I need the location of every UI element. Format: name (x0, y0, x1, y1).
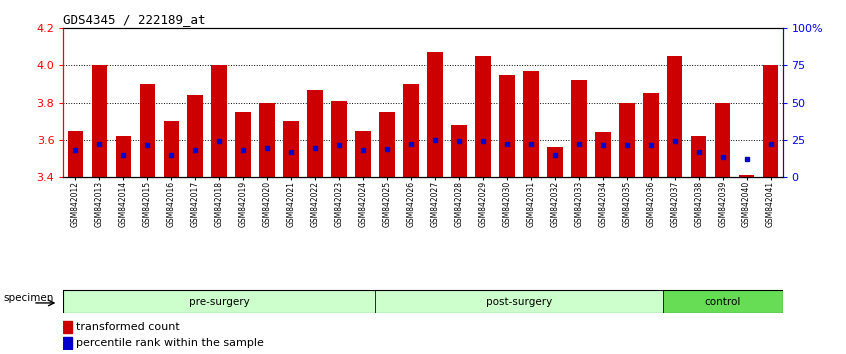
Bar (91, 65, 107, 177)
Bar (212, 65, 227, 177)
Bar (595, 132, 611, 177)
Bar (643, 93, 658, 177)
Text: percentile rank within the sample: percentile rank within the sample (76, 338, 264, 348)
Text: post-surgery: post-surgery (486, 297, 552, 307)
Bar (116, 136, 131, 177)
Bar (163, 121, 179, 177)
Bar (475, 56, 491, 177)
Text: pre-surgery: pre-surgery (189, 297, 250, 307)
Bar (451, 125, 467, 177)
Bar (307, 90, 323, 177)
Text: specimen: specimen (3, 293, 53, 303)
Bar (63, 337, 73, 349)
Bar (662, 290, 783, 313)
Bar (355, 131, 371, 177)
Text: control: control (705, 297, 741, 307)
Bar (63, 321, 73, 333)
Bar (235, 112, 251, 177)
Bar (763, 65, 778, 177)
Bar (404, 84, 419, 177)
Bar (667, 56, 683, 177)
Bar (739, 175, 755, 177)
Bar (375, 290, 662, 313)
Bar (283, 121, 299, 177)
Bar (715, 103, 730, 177)
Bar (260, 103, 275, 177)
Bar (379, 112, 395, 177)
Bar (140, 84, 155, 177)
Bar (571, 80, 586, 177)
Text: GDS4345 / 222189_at: GDS4345 / 222189_at (63, 13, 206, 26)
Bar (332, 101, 347, 177)
Text: transformed count: transformed count (76, 322, 180, 332)
Bar (499, 75, 514, 177)
Bar (619, 103, 634, 177)
Bar (68, 131, 83, 177)
Bar (691, 136, 706, 177)
Bar (523, 71, 539, 177)
Bar (427, 52, 442, 177)
Bar (547, 147, 563, 177)
Bar (63, 290, 375, 313)
Bar (188, 95, 203, 177)
